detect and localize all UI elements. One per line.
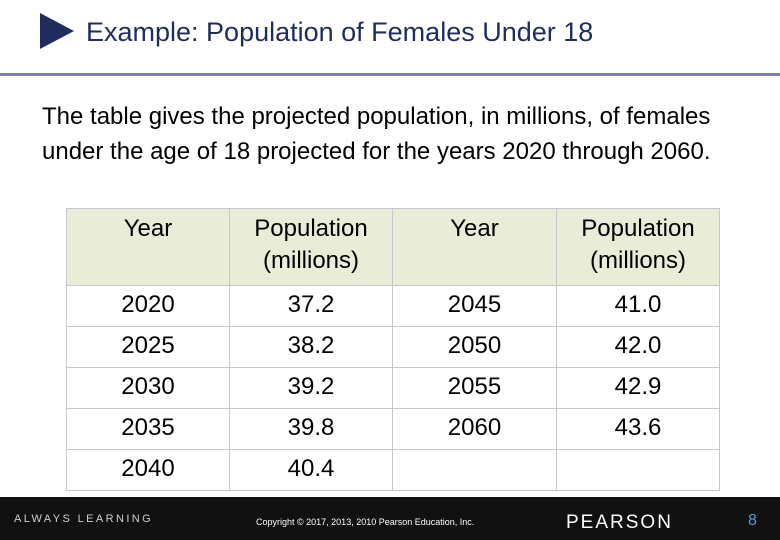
intro-text: The table gives the projected population… xyxy=(42,103,711,165)
title-divider xyxy=(0,73,780,76)
copyright-notice: Copyright © 2017, 2013, 2010 Pearson Edu… xyxy=(256,517,475,527)
table-cell: 2050 xyxy=(392,326,557,368)
header-population-2: Population (millions) xyxy=(556,208,720,286)
table-cell: 38.2 xyxy=(229,326,393,368)
table-cell: 2055 xyxy=(392,367,557,409)
always-learning-tagline: ALWAYS LEARNING xyxy=(14,513,154,525)
footer-bar xyxy=(0,497,780,540)
header-population-1-label: Population (millions) xyxy=(254,215,368,274)
pearson-logo: PEARSON xyxy=(566,512,673,533)
table-row: 2030 39.2 2055 42.9 xyxy=(66,367,720,409)
table-cell: 2030 xyxy=(66,367,230,409)
table-row: 2025 38.2 2050 42.0 xyxy=(66,326,720,368)
header-population-2-label: Population (millions) xyxy=(581,215,695,274)
table-cell: 43.6 xyxy=(556,408,720,450)
table-header-row: Year Population (millions) Year Populati… xyxy=(66,208,720,286)
header-year-1-label: Year xyxy=(123,215,173,242)
header-population-1: Population (millions) xyxy=(229,208,393,286)
table-row: 2035 39.8 2060 43.6 xyxy=(66,408,720,450)
table-cell: 42.9 xyxy=(556,367,720,409)
table-cell: 39.8 xyxy=(229,408,393,450)
header-year-2: Year xyxy=(392,208,557,286)
table-cell: 2025 xyxy=(66,326,230,368)
table-cell: 39.2 xyxy=(229,367,393,409)
slide-title-bar: Example: Population of Females Under 18 xyxy=(0,0,780,74)
page-number: 8 xyxy=(748,512,757,529)
slide-title: Example: Population of Females Under 18 xyxy=(86,17,594,47)
table-cell: 2020 xyxy=(66,285,230,327)
table-cell: 40.4 xyxy=(229,449,393,491)
table-cell: 37.2 xyxy=(229,285,393,327)
table-cell-empty xyxy=(392,449,557,491)
table-cell: 2045 xyxy=(392,285,557,327)
table-cell-empty xyxy=(556,449,720,491)
play-arrow-icon xyxy=(40,13,74,49)
table-cell: 42.0 xyxy=(556,326,720,368)
table-cell: 2060 xyxy=(392,408,557,450)
population-table: Year Population (millions) Year Populati… xyxy=(66,208,720,491)
table-row: 2020 37.2 2045 41.0 xyxy=(66,285,720,327)
header-year-2-label: Year xyxy=(450,215,499,242)
table-cell: 41.0 xyxy=(556,285,720,327)
header-year-1: Year xyxy=(66,208,230,286)
table-cell: 2040 xyxy=(66,449,230,491)
table-cell: 2035 xyxy=(66,408,230,450)
table-row: 2040 40.4 xyxy=(66,449,720,491)
